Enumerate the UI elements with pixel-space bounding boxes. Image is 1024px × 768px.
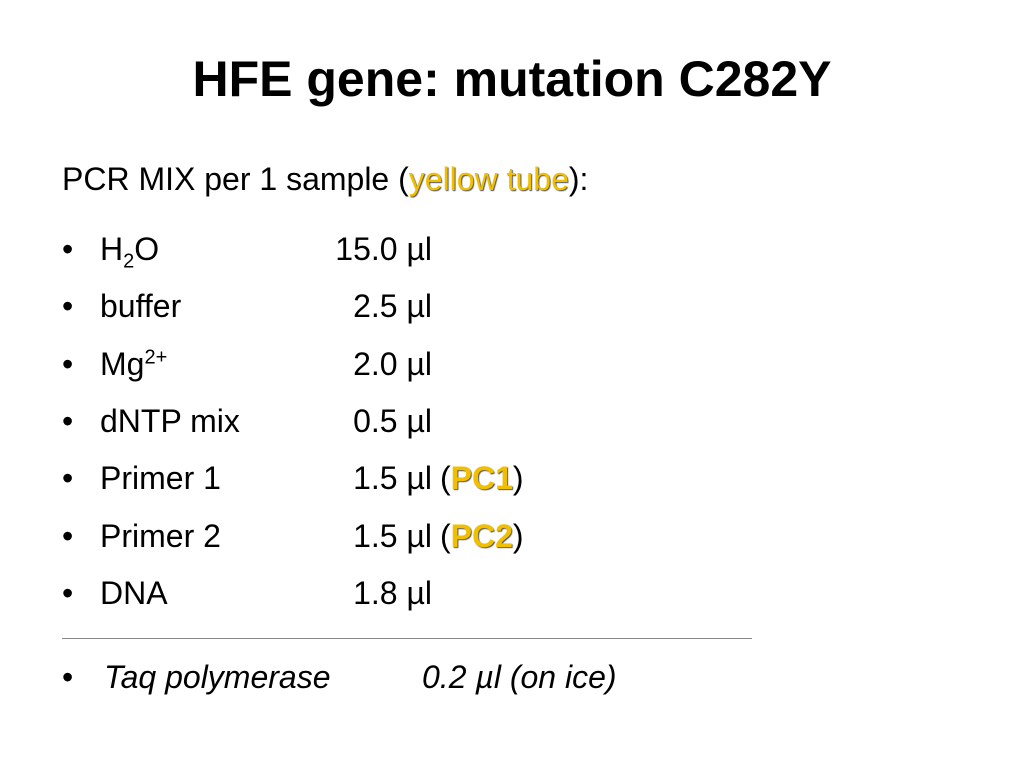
separator [62, 638, 752, 639]
highlight: PC1 [450, 460, 513, 497]
item-name: buffer [100, 290, 181, 322]
slide-title: HFE gene: mutation C282Y [192, 51, 832, 107]
item-amount: 1.5 µl [353, 517, 432, 554]
item-amount: 15.0 µl [335, 231, 432, 267]
item-name: H2O [100, 231, 160, 271]
bullet: • [62, 659, 74, 695]
subtitle-text: PCR MIX per 1 sample ( [62, 161, 409, 197]
item-name: Primer 2 [100, 520, 221, 552]
item-amount: 2.0 µl [353, 345, 432, 382]
name-part: Primer 2 [100, 517, 221, 554]
item-amount: 1.5 µl [353, 460, 432, 497]
note-text: ) [512, 517, 524, 554]
name-part: 2 [123, 250, 135, 273]
note-text: ( [440, 460, 451, 497]
name-part: DNA [100, 574, 168, 611]
item-name: Primer 1 [100, 462, 221, 494]
bullet: • [62, 288, 74, 325]
name-part: H [100, 231, 124, 267]
note-text: ( [440, 517, 451, 554]
item-name: Taq polymerase [104, 659, 331, 695]
item-note: (PC1) [440, 462, 524, 494]
item-name: DNA [100, 577, 168, 609]
highlight: yellow tube [408, 161, 569, 197]
item-amount: 1.8 µl [353, 574, 432, 611]
bullet: • [62, 231, 74, 267]
name-part: O [134, 231, 160, 267]
bullet: • [62, 517, 74, 554]
item-amount: 0.2 µl (on ice) [422, 659, 617, 695]
name-part: buffer [100, 288, 182, 325]
item-note: (PC2) [440, 520, 524, 552]
name-part: 2+ [144, 345, 168, 368]
name-part: Primer 1 [100, 460, 221, 497]
item-name: dNTP mix [100, 405, 240, 437]
item-name: Mg2+ [100, 345, 168, 382]
note-text: ) [512, 460, 524, 497]
bullet: • [62, 345, 74, 382]
bullet: • [62, 402, 74, 439]
bullet: • [62, 574, 74, 611]
subtitle: PCR MIX per 1 sample (yellow tube): [62, 163, 588, 195]
item-amount: 0.5 µl [353, 402, 432, 439]
name-part: Mg [100, 345, 145, 382]
bullet: • [62, 460, 74, 497]
subtitle-text: ): [568, 161, 589, 197]
name-part: dNTP mix [100, 402, 240, 439]
item-amount: 2.5 µl [353, 288, 432, 325]
highlight: PC2 [450, 517, 513, 554]
